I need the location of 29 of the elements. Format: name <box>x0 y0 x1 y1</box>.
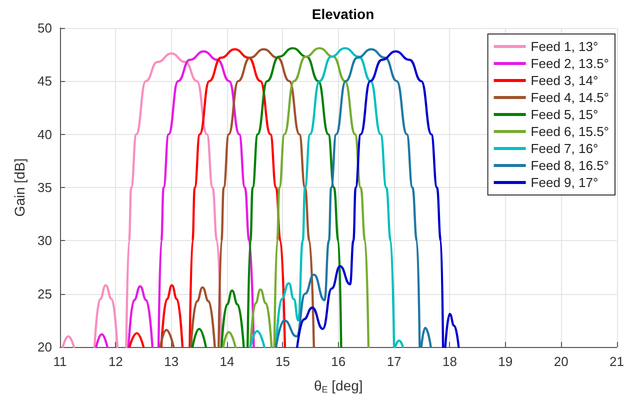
x-tick-label: 16 <box>331 354 346 369</box>
y-tick-label: 45 <box>38 74 52 89</box>
legend-label: Feed 7, 16° <box>530 141 598 156</box>
x-tick-label: 19 <box>498 354 513 369</box>
legend-label: Feed 5, 15° <box>530 107 598 122</box>
legend-label: Feed 9, 17° <box>530 175 598 190</box>
chart-title: Elevation <box>312 6 374 22</box>
y-tick-label: 40 <box>38 126 52 142</box>
y-axis-title: Gain [dB] <box>12 158 28 217</box>
legend-label: Feed 2, 13.5° <box>530 56 610 71</box>
x-tick-label: 12 <box>108 354 123 369</box>
y-tick-label: 50 <box>38 20 52 36</box>
x-tick-label: 20 <box>554 354 568 369</box>
legend-label: Feed 1, 13° <box>530 39 598 54</box>
y-tick-label: 30 <box>38 233 52 248</box>
y-tick-label: 20 <box>38 340 52 354</box>
x-tick-label: 21 <box>610 354 624 369</box>
x-tick-label: 11 <box>53 354 67 369</box>
x-tick-label: 15 <box>275 354 290 369</box>
x-tick-label: 13 <box>164 354 179 369</box>
legend-label: Feed 4, 14.5° <box>530 90 610 105</box>
legend-label: Feed 6, 15.5° <box>530 124 610 139</box>
legend-label: Feed 3, 14° <box>530 73 598 88</box>
x-tick-label: 18 <box>442 354 457 369</box>
x-tick-label: 14 <box>220 354 234 369</box>
y-tick-label: 35 <box>38 180 52 195</box>
legend-label: Feed 8, 16.5° <box>530 158 610 173</box>
y-tick-label: 25 <box>38 286 52 302</box>
x-tick-label: 17 <box>386 354 402 369</box>
